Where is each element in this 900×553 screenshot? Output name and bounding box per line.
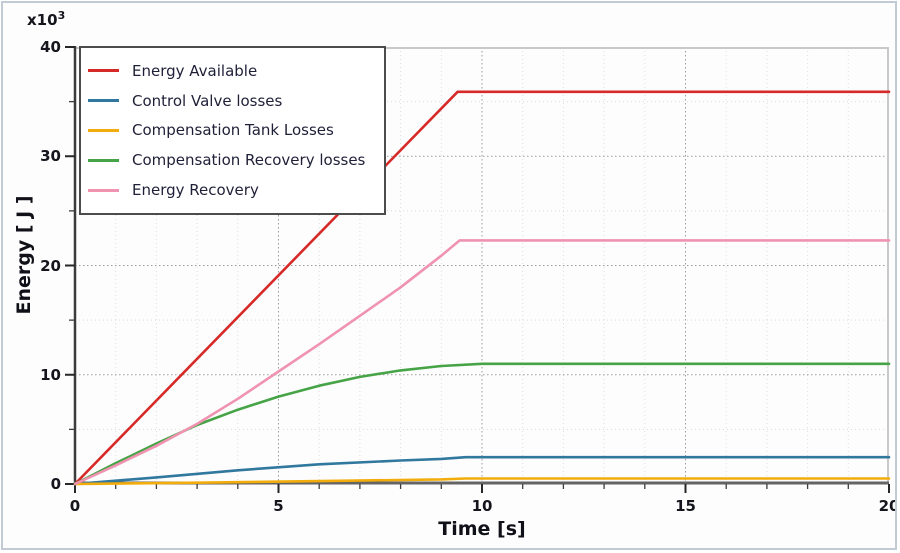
y-tick-label: 40 — [40, 38, 61, 56]
legend-item: Energy Recovery — [81, 181, 384, 199]
legend: Energy Available Control Valve losses Comp… — [79, 46, 386, 215]
legend-color-line — [88, 128, 119, 132]
legend-label: Energy Recovery — [132, 181, 259, 200]
y-axis-multiplier: x103 — [27, 9, 65, 29]
legend-color-line — [88, 99, 119, 103]
x-axis-title: Time [s] — [438, 518, 526, 540]
x-tick-label: 0 — [69, 497, 81, 515]
series-line-energy-available — [73, 90, 891, 486]
y-tick-label: 20 — [40, 256, 61, 275]
legend-item: Control Valve losses — [81, 92, 384, 110]
y-axis-multiplier-exponent: 3 — [57, 9, 66, 22]
y-tick-label: 30 — [40, 147, 61, 166]
legend-color-line — [88, 69, 119, 73]
series-line-compensation-tank-losses — [73, 477, 891, 486]
x-tick-label: 15 — [675, 497, 696, 515]
y-tick-label: 0 — [50, 475, 61, 493]
x-tick-label: 20 — [878, 497, 895, 515]
series-line-compensation-recovery-losses — [73, 362, 891, 486]
series-line-energy-recovery — [73, 239, 891, 486]
y-tick-label: 10 — [40, 365, 61, 384]
legend-label: Energy Available — [132, 61, 258, 80]
legend-label: Compensation Tank Losses — [132, 121, 334, 140]
legend-color-line — [88, 158, 119, 162]
x-tick-label: 10 — [471, 497, 493, 515]
legend-item: Compensation Recovery losses — [81, 151, 384, 169]
legend-item: Compensation Tank Losses — [81, 121, 384, 139]
legend-label: Compensation Recovery losses — [132, 151, 366, 170]
legend-color-line — [88, 188, 119, 192]
legend-item: Energy Available — [81, 62, 384, 80]
legend-label: Control Valve losses — [132, 91, 283, 110]
series-line-control-valve-losses — [73, 455, 891, 486]
y-axis-multiplier-base: x10 — [27, 11, 58, 29]
plot-area — [65, 46, 891, 493]
y-axis-title: Energy [ J ] — [12, 190, 36, 320]
x-tick-label: 5 — [273, 497, 284, 515]
